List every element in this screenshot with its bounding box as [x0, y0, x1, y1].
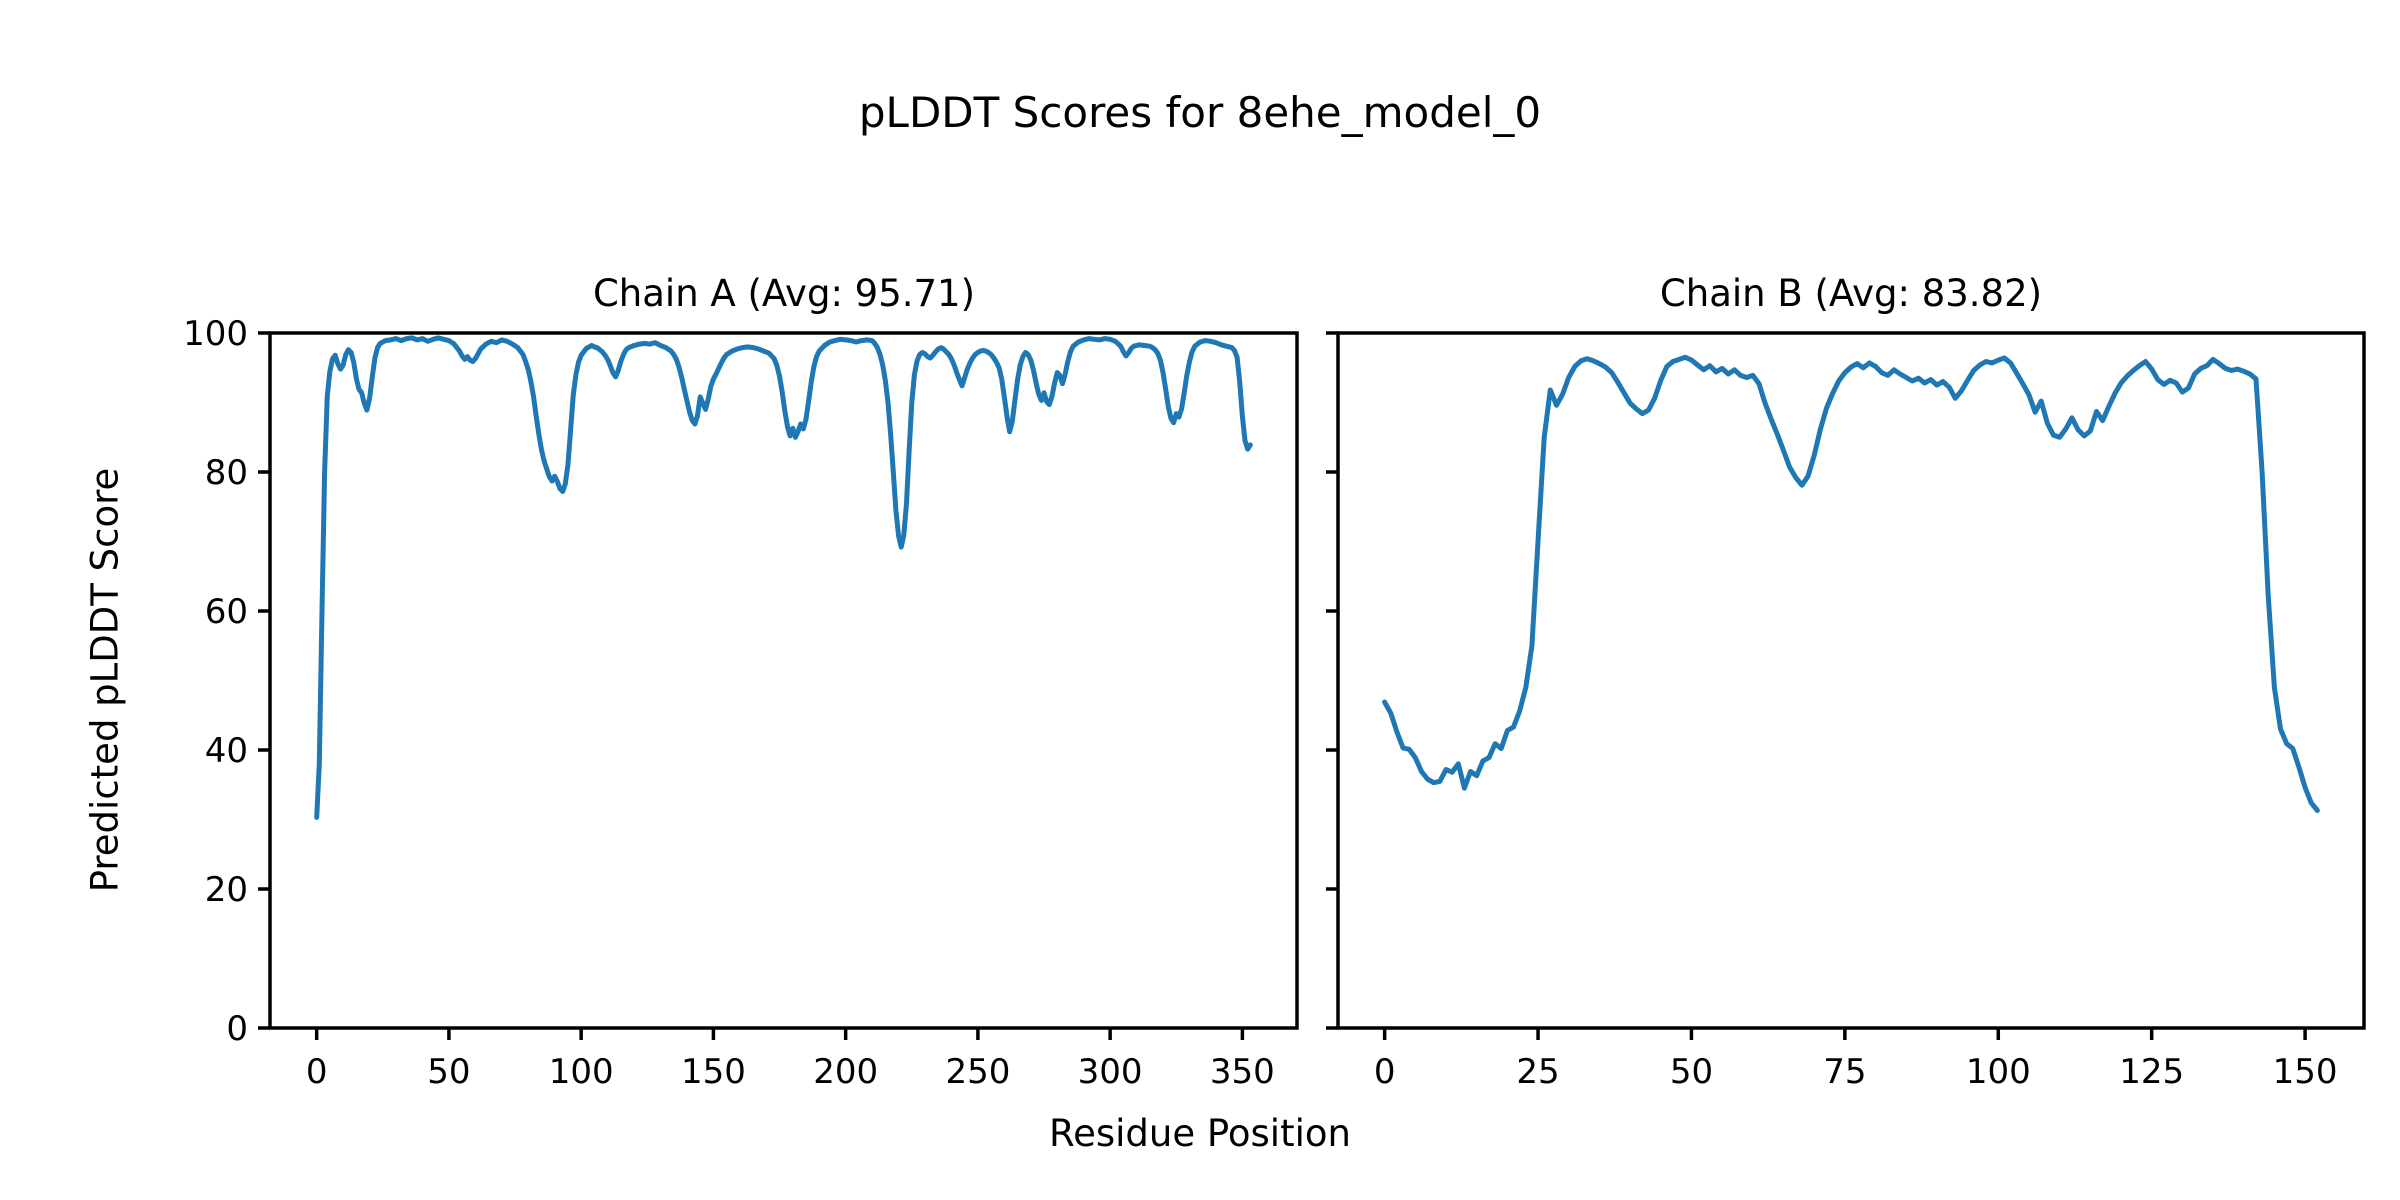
y-tick-label: 0	[226, 1009, 248, 1049]
x-tick-label: 50	[427, 1052, 470, 1092]
axes-spine	[1336, 331, 2366, 1030]
x-tick-label: 150	[681, 1052, 746, 1092]
x-tick-label: 0	[306, 1052, 328, 1092]
y-tick-label: 40	[205, 731, 248, 771]
axes-spine	[268, 331, 1299, 1030]
x-tick-label: 350	[1210, 1052, 1275, 1092]
x-tick-label: 300	[1078, 1052, 1143, 1092]
x-tick-label: 100	[1966, 1052, 2031, 1092]
x-tick-label: 0	[1374, 1052, 1396, 1092]
x-tick-label: 125	[2119, 1052, 2184, 1092]
x-tick-label: 150	[2273, 1052, 2338, 1092]
y-tick-label: 80	[205, 453, 248, 493]
x-tick-label: 100	[549, 1052, 614, 1092]
plddt-line	[314, 335, 1253, 820]
x-tick-label: 250	[945, 1052, 1010, 1092]
x-tick-label: 75	[1823, 1052, 1866, 1092]
plddt-line	[1382, 354, 2320, 813]
x-tick-label: 25	[1516, 1052, 1559, 1092]
chain-a-title: Chain A (Avg: 95.71)	[592, 272, 976, 315]
y-tick-label: 60	[205, 592, 248, 632]
x-tick-label: 50	[1670, 1052, 1713, 1092]
figure-title: pLDDT Scores for 8ehe_model_0	[858, 88, 1542, 137]
x-tick-label: 200	[813, 1052, 878, 1092]
x-axis-label: Residue Position	[1049, 1112, 1351, 1155]
chain-b-title: Chain B (Avg: 83.82)	[1659, 272, 2043, 315]
y-tick-label: 100	[183, 314, 248, 354]
y-tick-label: 20	[205, 870, 248, 910]
